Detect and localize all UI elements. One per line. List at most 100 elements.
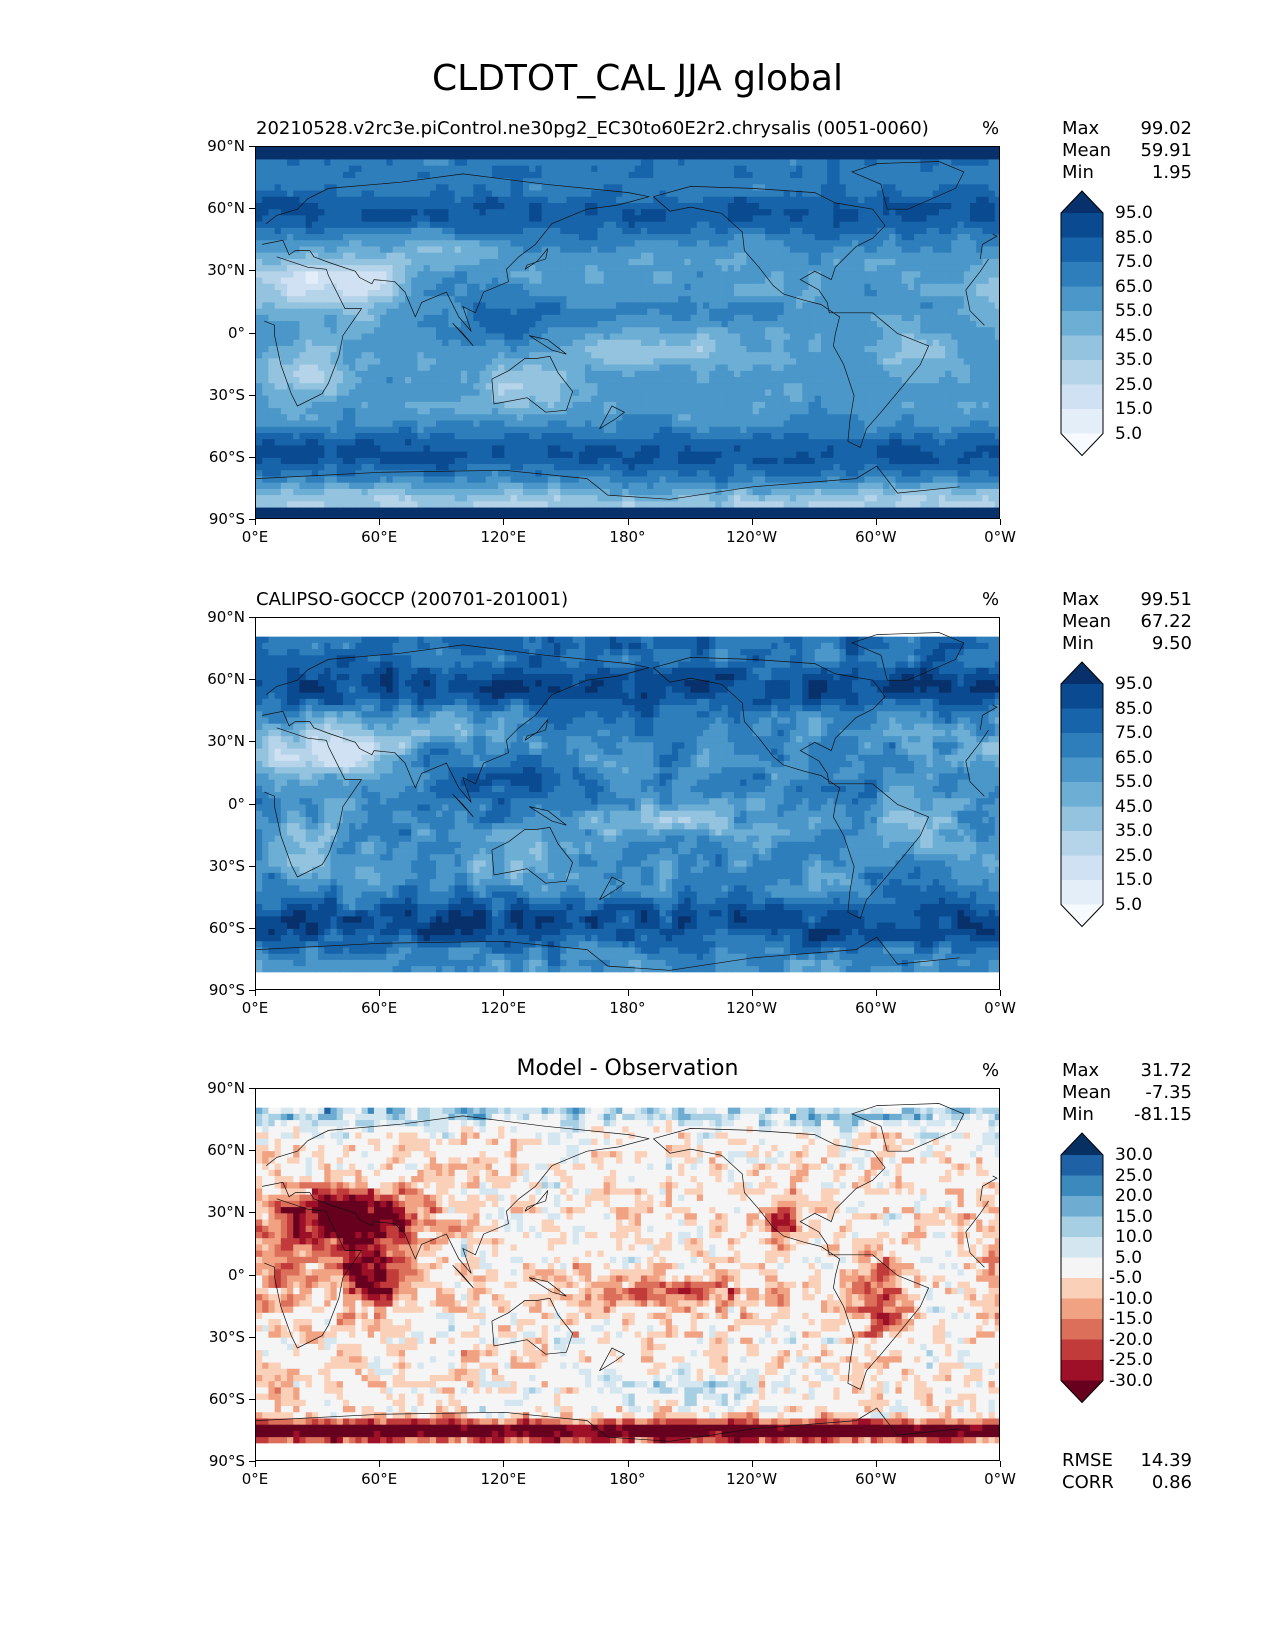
heatmap-cell [920, 339, 928, 347]
heatmap-cell [945, 246, 952, 254]
heatmap-cell [566, 147, 574, 154]
heatmap-cell [392, 401, 400, 409]
heatmap-cell [467, 227, 474, 235]
heatmap-cell [616, 308, 623, 316]
heatmap-cell [349, 159, 356, 167]
heatmap-cell [299, 277, 307, 285]
heatmap-cell [442, 283, 450, 291]
heatmap-cell [522, 221, 530, 229]
heatmap-cell [696, 333, 704, 341]
heatmap-cell [758, 252, 766, 260]
heatmap-cell [318, 190, 325, 198]
heatmap-cell [926, 383, 934, 391]
heatmap-cell [299, 227, 307, 235]
heatmap-cell [734, 265, 741, 272]
heatmap-cell [864, 246, 872, 254]
heatmap-cell [305, 327, 313, 335]
heatmap-cell [293, 364, 301, 372]
heatmap-cell [398, 296, 406, 304]
heatmap-cell [392, 215, 400, 223]
heatmap-cell [895, 364, 903, 372]
heatmap-cell [864, 265, 872, 272]
heatmap-cell [330, 333, 338, 341]
heatmap-cell [491, 321, 499, 328]
heatmap-cell [969, 265, 977, 272]
heatmap-cell [554, 321, 561, 328]
heatmap-cell [740, 377, 748, 384]
heatmap-cell [324, 147, 332, 154]
heatmap-cell [547, 383, 555, 391]
heatmap-cell [367, 389, 375, 397]
heatmap-cell [883, 246, 890, 254]
heatmap-cell [585, 171, 592, 179]
heatmap-cell [287, 246, 294, 254]
heatmap-cell [963, 389, 971, 397]
heatmap-cell [330, 215, 338, 223]
heatmap-cell [715, 314, 723, 322]
heatmap-cell [839, 308, 847, 316]
heatmap-cell [765, 147, 772, 154]
heatmap-cell [336, 271, 344, 279]
heatmap-cell [318, 314, 325, 322]
heatmap-cell [876, 202, 884, 210]
heatmap-cell [870, 352, 878, 359]
heatmap-cell [386, 327, 394, 335]
heatmap-cell [429, 171, 437, 179]
heatmap-cell [417, 184, 425, 192]
heatmap-cell [386, 283, 394, 291]
heatmap-cell [616, 283, 623, 291]
heatmap-cell [914, 215, 921, 223]
heatmap-cell [789, 215, 797, 223]
heatmap-cell [833, 246, 841, 254]
heatmap-cell [640, 271, 648, 279]
heatmap-cell [504, 302, 512, 310]
heatmap-cell [721, 277, 729, 285]
heatmap-cell [491, 215, 499, 223]
heatmap-cell [914, 339, 921, 347]
heatmap-cell [963, 209, 971, 216]
heatmap-cell [448, 377, 456, 384]
heatmap-cell [473, 153, 481, 161]
heatmap-cell [361, 209, 369, 216]
heatmap-cell [541, 215, 549, 223]
heatmap-cell [280, 283, 288, 291]
heatmap-cell [380, 202, 387, 210]
heatmap-cell [969, 184, 977, 192]
heatmap-cell [386, 258, 394, 266]
heatmap-cell [876, 370, 884, 378]
heatmap-cell [932, 364, 940, 372]
heatmap-cell [454, 202, 462, 210]
heatmap-cell [305, 240, 313, 248]
heatmap-cell [734, 240, 741, 248]
heatmap-cell [293, 196, 301, 204]
heatmap-cell [845, 327, 853, 335]
heatmap-cell [436, 377, 443, 384]
heatmap-cell [938, 265, 946, 272]
heatmap-cell [746, 327, 754, 335]
heatmap-cell [802, 147, 810, 154]
heatmap-cell [361, 333, 369, 341]
heatmap-cell [740, 302, 748, 310]
heatmap-cell [479, 302, 487, 310]
heatmap-svg [256, 147, 999, 518]
heatmap-cell [603, 370, 611, 378]
heatmap-cell [945, 277, 952, 285]
heatmap-cell [678, 196, 685, 204]
heatmap-cell [988, 215, 996, 223]
heatmap-cell [814, 339, 822, 347]
heatmap-cell [299, 190, 307, 198]
heatmap-cell [721, 370, 729, 378]
heatmap-cell [969, 314, 977, 322]
heatmap-cell [765, 190, 772, 198]
heatmap-cell [274, 234, 282, 241]
heatmap-cell [671, 265, 679, 272]
heatmap-cell [622, 215, 630, 223]
heatmap-cell [926, 190, 934, 198]
heatmap-cell [709, 389, 717, 397]
heatmap-cell [628, 370, 636, 378]
heatmap-cell [541, 383, 549, 391]
heatmap-cell [609, 401, 617, 409]
heatmap-cell [355, 383, 363, 391]
heatmap-cell [591, 401, 599, 409]
heatmap-cell [330, 265, 338, 272]
